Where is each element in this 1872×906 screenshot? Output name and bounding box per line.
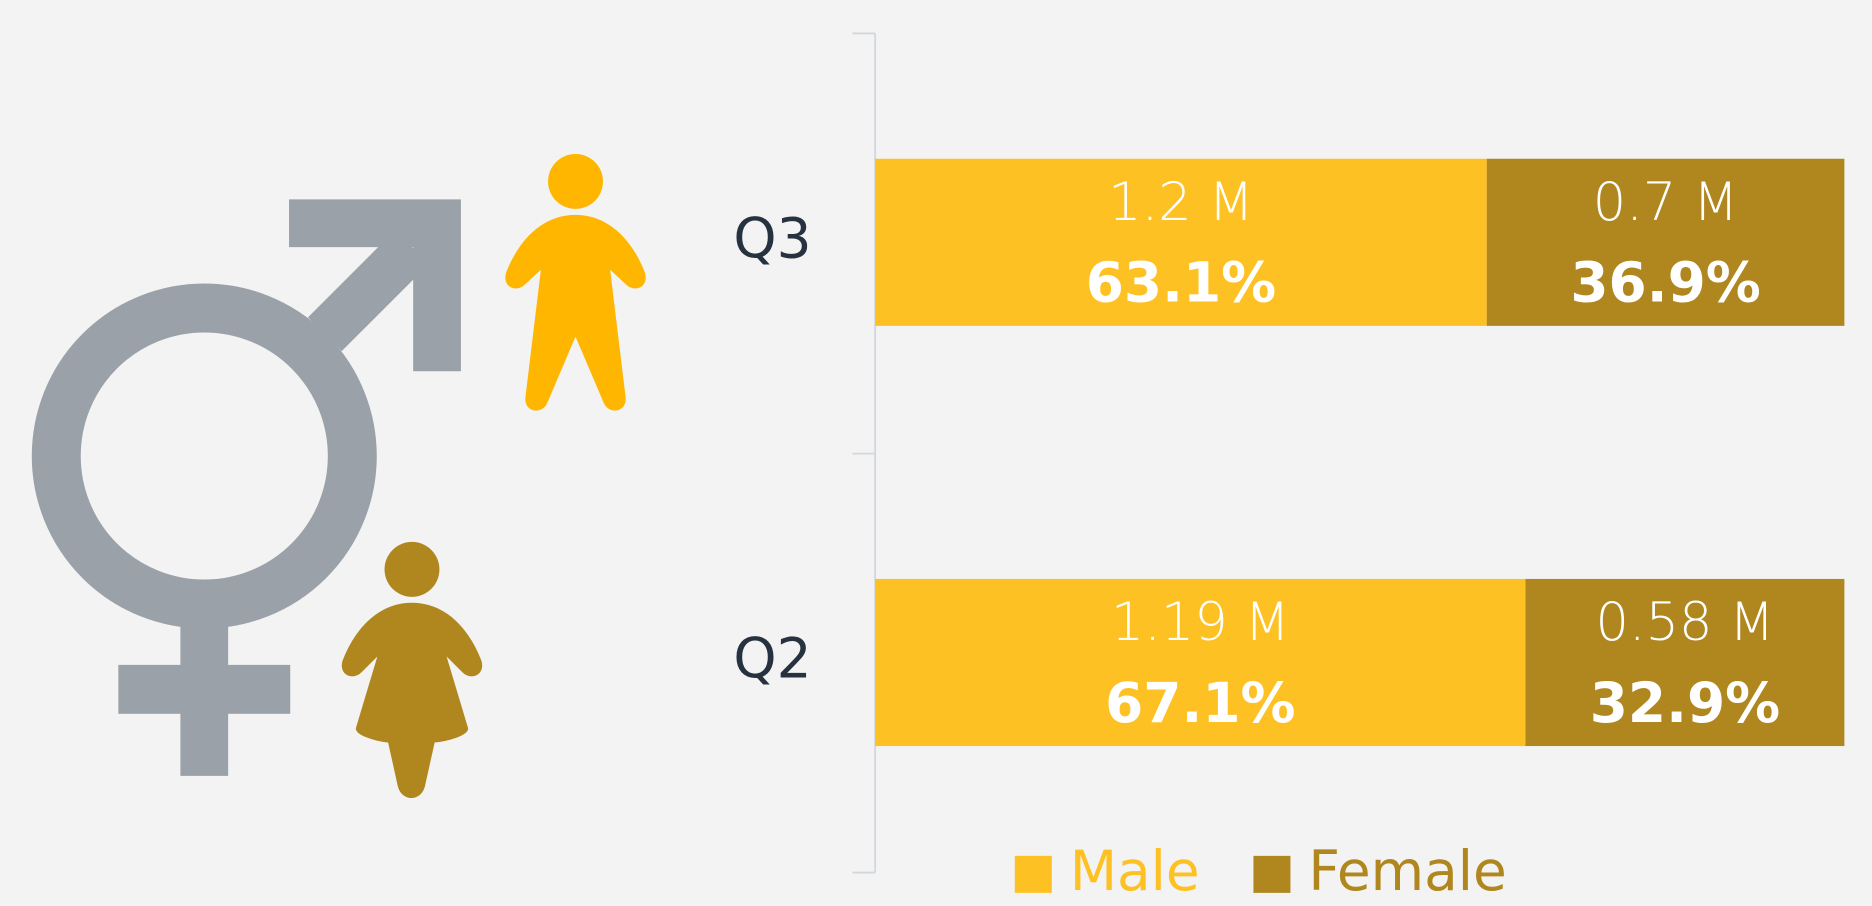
value-label: 32.9% [1590,671,1780,735]
bar-segment [1486,158,1845,326]
value-label: 67.1% [1105,671,1295,735]
value-label: 63.1% [1086,251,1276,315]
legend-swatch [1014,855,1052,893]
category-label: Q2 [733,627,811,691]
count-label: 0.7 M [1593,172,1739,233]
bar-segment [875,578,1526,747]
male-figure [505,153,646,411]
count-label: 1.2 M [1108,172,1254,233]
count-label: 1.19 M [1111,592,1290,653]
legend-label: Female [1308,839,1506,903]
bar-segment [875,158,1487,326]
count-label: 0.58 M [1595,592,1774,653]
gender-icon [31,199,461,776]
bar-segment [1525,578,1845,747]
category-axis [852,32,877,874]
value-label: 36.9% [1570,251,1760,315]
legend-label: Male [1070,839,1200,903]
legend-swatch [1253,855,1291,893]
female-figure [341,541,483,798]
category-label: Q3 [733,206,811,270]
